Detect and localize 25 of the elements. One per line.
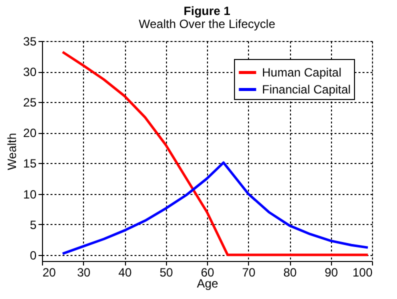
chart-subtitle: Wealth Over the Lifecycle <box>138 17 276 31</box>
line-series <box>61 161 370 255</box>
x-tick-label: 90 <box>324 266 338 280</box>
y-tick-label: 10 <box>23 187 37 202</box>
legend-label: Financial Capital <box>262 82 351 96</box>
y-tick-label: 5 <box>30 218 37 232</box>
chart-title: Figure 1 <box>184 4 231 18</box>
y-tick-label: 35 <box>23 34 37 48</box>
y-axis-title: Wealth <box>5 132 20 170</box>
y-tick-label: 20 <box>23 126 37 140</box>
legend-label: Human Capital <box>262 66 342 80</box>
x-tick-label: 30 <box>77 266 91 280</box>
x-axis-title: Age <box>196 276 218 290</box>
y-tick-label: 25 <box>23 96 37 110</box>
x-tick-label: 70 <box>242 266 256 280</box>
x-tick-label: 100 <box>352 266 373 280</box>
y-tick-label: 15 <box>23 156 37 171</box>
y-tick-label: 30 <box>23 65 37 80</box>
x-tick-label: 50 <box>160 266 174 280</box>
line-series <box>61 50 370 256</box>
y-tick-label: 0 <box>30 248 37 262</box>
x-tick-label: 80 <box>283 266 297 280</box>
x-tick-label: 60 <box>200 266 214 280</box>
x-tick-label: 20 <box>42 266 56 280</box>
x-tick-label: 40 <box>118 266 132 280</box>
